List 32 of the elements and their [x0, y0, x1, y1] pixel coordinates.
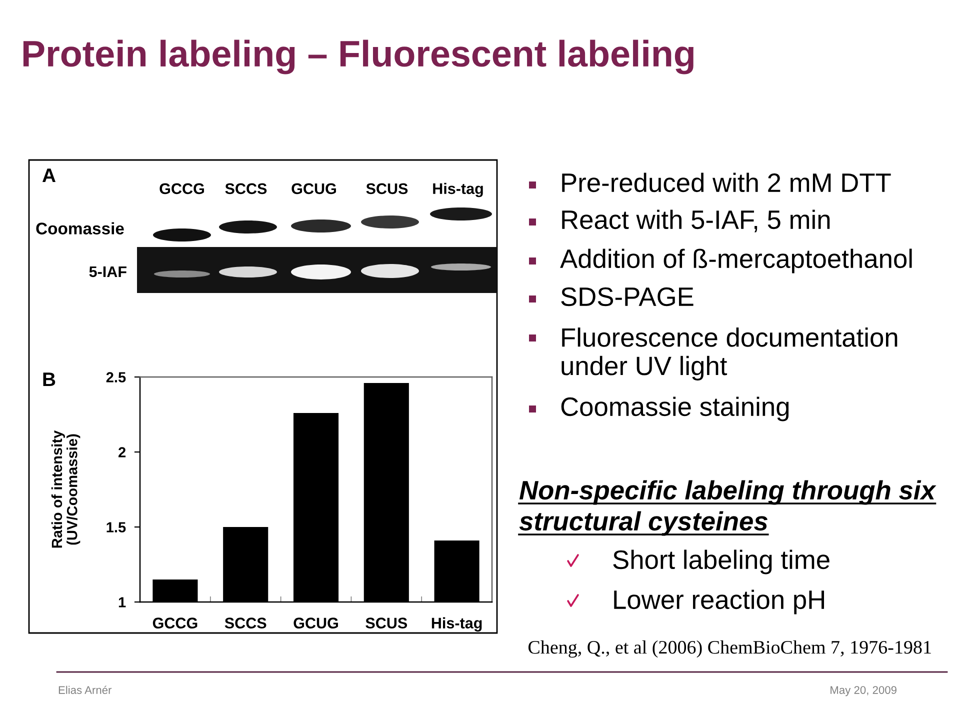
text: Elias Arnér — [58, 686, 112, 694]
x-tick-label: His-tag — [432, 617, 482, 632]
y-tick-label: 1.5 — [106, 522, 126, 532]
x-tick-label: GCCG — [152, 618, 198, 628]
text: Short labeling time — [613, 550, 830, 574]
text: May 20, 2009 — [830, 686, 896, 696]
text: SCCS — [225, 183, 267, 194]
text: GCCG — [160, 183, 204, 194]
text: Addition of ß-mercaptoethanol — [560, 248, 912, 274]
text: B — [43, 372, 56, 386]
x-tick-label: SCUS — [366, 618, 408, 628]
text: GCUG — [292, 183, 336, 194]
y-tick-label: 2 — [118, 447, 126, 458]
text: A — [42, 168, 56, 182]
text: His-tag — [433, 182, 483, 198]
text: Coomassie staining — [561, 396, 789, 422]
text: SDS-PAGE — [561, 287, 694, 306]
x-tick-label: GCUG — [294, 618, 338, 628]
y-tick-label: 1 — [118, 597, 126, 608]
text: Fluorescence documentation under UV light — [562, 327, 898, 381]
text: React with 5-IAF, 5 min — [562, 210, 830, 232]
text: Cheng, Q., et al (2006) ChemBioChem 7, 1976-1981 — [528, 640, 931, 658]
text: Pre-reduced with 2 mM DTT — [562, 172, 891, 192]
y-tick-label: 2.5 — [106, 372, 126, 382]
text: Non-specific labeling through six structural cysteines — [519, 480, 936, 536]
text: Coomassie — [36, 222, 124, 234]
text: Lower reaction pH — [614, 590, 824, 614]
chart-title: Protein labeling – Fluorescent labeling — [23, 40, 694, 74]
x-tick-label: SCCS — [224, 618, 266, 628]
text: SCUS — [366, 183, 408, 194]
text: 5-IAF — [89, 266, 126, 278]
y-axis-title: Ratio of intensity (UV/Coomassie) — [51, 430, 80, 548]
